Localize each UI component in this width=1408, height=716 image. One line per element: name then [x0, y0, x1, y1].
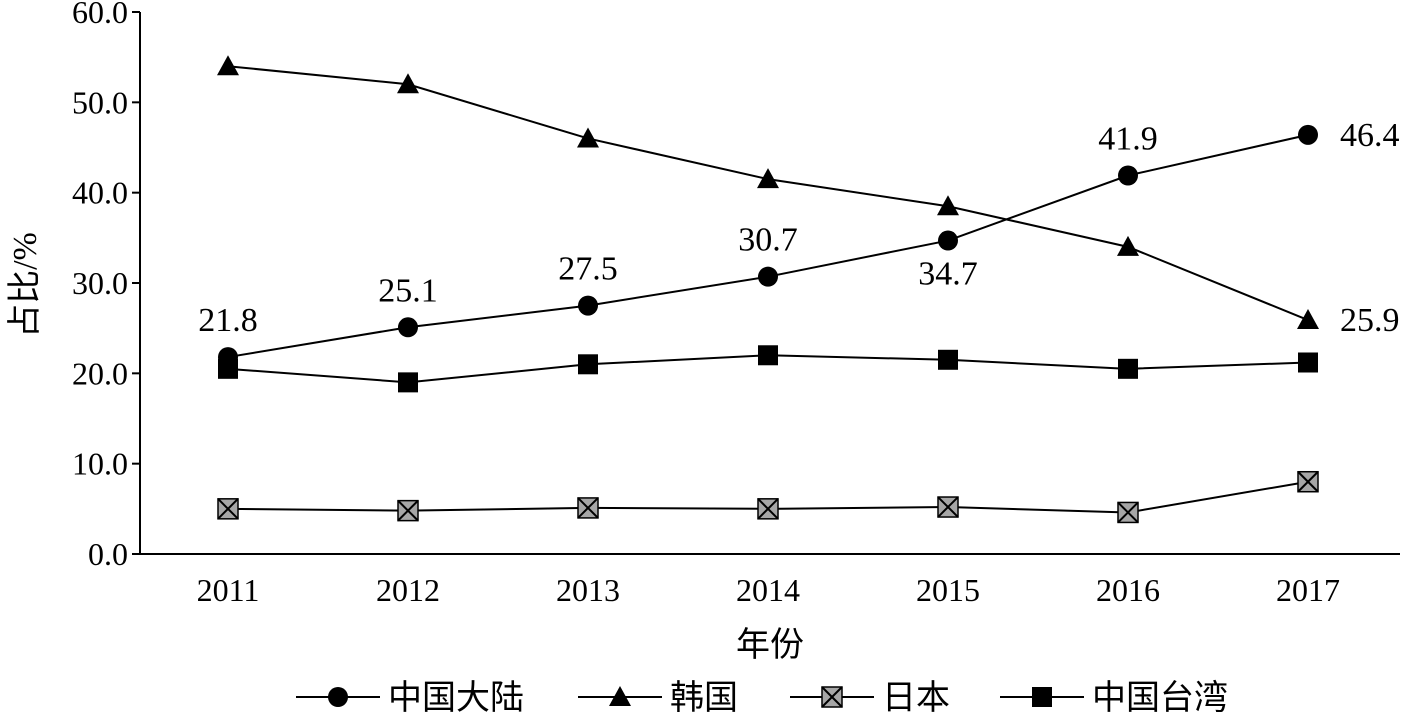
data-label: 25.1 — [378, 272, 438, 309]
data-point — [1297, 309, 1319, 330]
data-label: 46.4 — [1340, 117, 1400, 154]
data-point — [397, 73, 419, 94]
y-tick-label: 40.0 — [72, 175, 128, 211]
data-point — [758, 345, 778, 366]
data-point — [938, 230, 958, 251]
x-tick-label: 2014 — [736, 572, 800, 608]
legend-marker — [1032, 687, 1052, 707]
data-point — [1117, 235, 1139, 256]
data-point — [937, 496, 959, 518]
data-label: 25.9 — [1340, 302, 1400, 339]
legend-marker — [609, 686, 631, 706]
series-layer — [217, 55, 1319, 524]
data-labels: 21.8 25.1 27.5 30.7 34.7 41.9 46.4 25.9 — [198, 117, 1399, 339]
y-tick-label: 60.0 — [72, 0, 128, 30]
data-point — [397, 499, 419, 522]
x-axis-label: 年份 — [736, 626, 804, 664]
data-point — [398, 317, 418, 338]
data-label: 34.7 — [918, 256, 978, 293]
data-label: 27.5 — [558, 251, 618, 288]
y-axis: 0.0 10.0 20.0 30.0 40.0 50.0 60.0 — [72, 0, 141, 572]
legend-item: 韩国 — [578, 679, 738, 716]
legend-label: 日本 — [882, 679, 950, 716]
y-tick-label: 50.0 — [72, 84, 128, 120]
x-axis: 2011 2012 2013 2014 2015 2016 2017 — [140, 553, 1400, 608]
data-point — [577, 497, 599, 519]
legend: 中国大陆 韩国 日本 中国台湾 — [296, 679, 1228, 716]
data-point — [398, 372, 418, 393]
data-point — [577, 127, 599, 148]
x-tick-label: 2016 — [1096, 572, 1160, 608]
x-tick-label: 2015 — [916, 572, 980, 608]
y-axis-label: 占比/% — [6, 232, 44, 338]
y-tick-label: 10.0 — [72, 446, 128, 482]
data-point — [757, 168, 779, 189]
data-point — [217, 498, 239, 520]
x-tick-label: 2013 — [556, 572, 620, 608]
data-point — [938, 349, 958, 370]
data-label: 21.8 — [198, 302, 258, 339]
data-point — [1117, 501, 1139, 524]
legend-item: 日本 — [790, 679, 950, 716]
legend-marker — [821, 686, 843, 708]
data-point — [937, 195, 959, 216]
data-point — [757, 498, 779, 520]
data-point — [217, 55, 239, 76]
y-tick-label: 20.0 — [72, 355, 128, 391]
data-point — [578, 354, 598, 375]
y-tick-label: 30.0 — [72, 265, 128, 301]
data-point — [1118, 165, 1138, 186]
x-tick-label: 2012 — [376, 572, 440, 608]
data-point — [1298, 352, 1318, 373]
data-label: 30.7 — [738, 222, 798, 259]
legend-item: 中国大陆 — [296, 679, 524, 716]
y-tick-label: 0.0 — [88, 536, 128, 572]
x-tick-label: 2011 — [197, 572, 260, 608]
legend-item: 中国台湾 — [1000, 679, 1228, 716]
legend-label: 中国台湾 — [1092, 679, 1228, 716]
data-point — [578, 295, 598, 316]
legend-label: 中国大陆 — [388, 679, 524, 716]
data-point — [1118, 358, 1138, 379]
legend-marker — [328, 687, 348, 707]
data-point — [218, 358, 238, 379]
data-point — [1297, 470, 1319, 493]
data-point — [1298, 124, 1318, 145]
data-point — [758, 266, 778, 287]
legend-label: 韩国 — [670, 679, 738, 716]
x-tick-label: 2017 — [1276, 572, 1340, 608]
data-label: 41.9 — [1098, 121, 1158, 158]
